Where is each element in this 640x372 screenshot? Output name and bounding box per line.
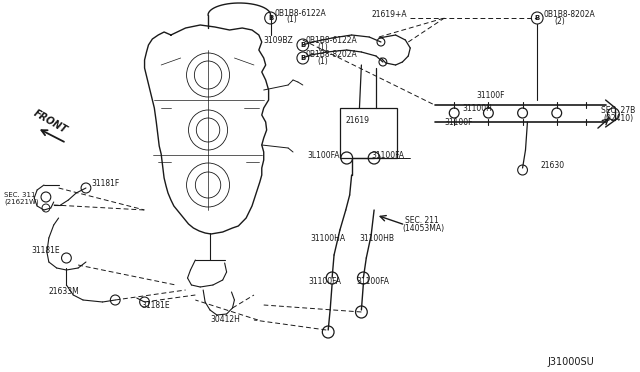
Text: 0B1B8-6122A: 0B1B8-6122A (306, 35, 358, 45)
Text: 31181E: 31181E (141, 301, 170, 310)
Text: 3109BZ: 3109BZ (264, 35, 294, 45)
Text: 31100FA: 31100FA (356, 278, 390, 286)
Text: 31100HA: 31100HA (310, 234, 346, 243)
Text: (2): (2) (555, 16, 566, 26)
Text: 31100H: 31100H (462, 103, 492, 112)
Text: 21630: 21630 (540, 160, 564, 170)
Text: 3L100FA: 3L100FA (308, 151, 340, 160)
Text: SEC. 311: SEC. 311 (4, 192, 35, 198)
Text: 30412H: 30412H (210, 315, 240, 324)
Text: 21619+A: 21619+A (371, 10, 407, 19)
Text: (21621W): (21621W) (4, 199, 38, 205)
Text: 0B1B8-6122A: 0B1B8-6122A (275, 9, 326, 17)
Text: 21633M: 21633M (49, 288, 79, 296)
Text: SEC. 211: SEC. 211 (405, 215, 439, 224)
Text: 31181E: 31181E (31, 246, 60, 254)
Text: 31100F: 31100F (477, 90, 505, 99)
Text: 31100FA: 31100FA (308, 278, 342, 286)
Text: (14053MA): (14053MA) (403, 224, 445, 232)
Text: B: B (534, 15, 540, 21)
Text: FRONT: FRONT (32, 108, 69, 136)
Text: (92410): (92410) (604, 113, 634, 122)
Text: (1): (1) (317, 57, 328, 65)
Text: J31000SU: J31000SU (547, 357, 594, 367)
Text: SEC. 27B: SEC. 27B (601, 106, 635, 115)
Text: 31100F: 31100F (444, 118, 473, 126)
Text: B: B (300, 55, 305, 61)
Bar (340, 108, 397, 158)
Text: 31100HB: 31100HB (360, 234, 394, 243)
Text: B: B (268, 15, 273, 21)
Text: 31100FA: 31100FA (371, 151, 404, 160)
Text: 31181F: 31181F (92, 179, 120, 187)
Text: 0B1B8-8202A: 0B1B8-8202A (543, 10, 595, 19)
Text: 0B1B8-8202A: 0B1B8-8202A (306, 49, 358, 58)
Text: (1): (1) (317, 42, 328, 51)
Text: B: B (300, 42, 305, 48)
Text: (1): (1) (286, 15, 297, 23)
Text: 21619: 21619 (346, 115, 370, 125)
